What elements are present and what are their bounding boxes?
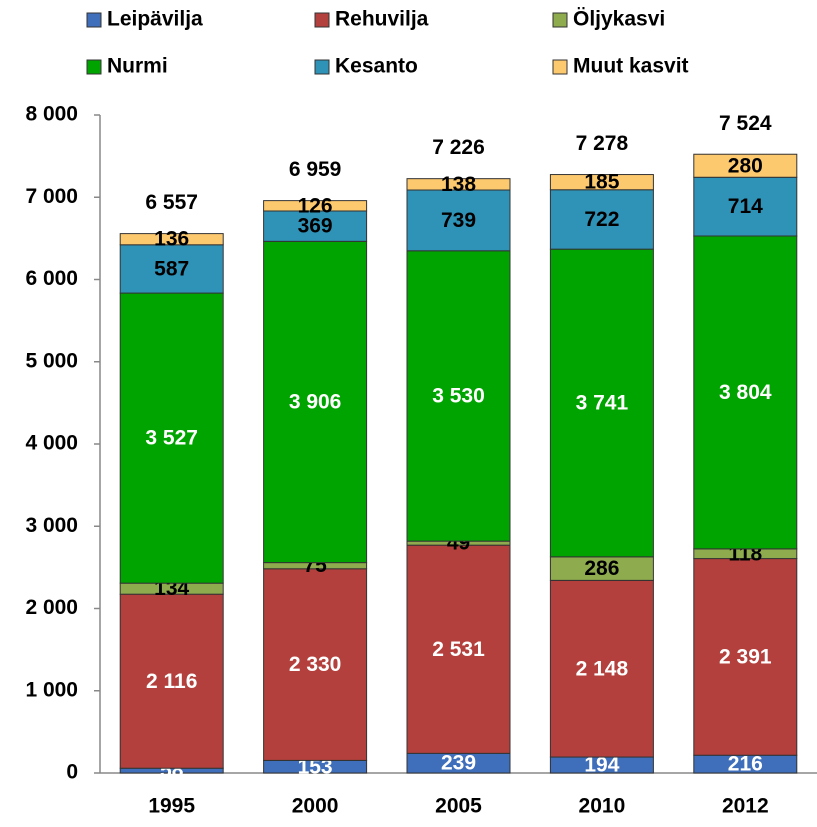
bar-segment: [263, 210, 368, 242]
data-label: 126: [298, 194, 333, 217]
data-label: 2 116: [146, 670, 197, 693]
data-label: 185: [584, 171, 619, 194]
data-label: 280: [728, 154, 763, 177]
bar-segment: [406, 178, 511, 191]
x-tick-label: 2012: [722, 795, 769, 818]
data-label: 2 148: [576, 657, 629, 680]
data-label: 722: [584, 208, 619, 231]
total-label: 7 524: [719, 112, 772, 135]
legend-swatch: [314, 12, 330, 28]
y-tick-label: 4 000: [25, 432, 78, 455]
y-tick-label: 3 000: [25, 514, 78, 537]
total-label: 6 959: [289, 158, 342, 181]
bar-segment: [263, 240, 368, 564]
data-label: 194: [584, 754, 619, 777]
data-label: 138: [441, 173, 476, 196]
legend-label: Nurmi: [107, 55, 168, 78]
legend-label: Kesanto: [335, 55, 418, 78]
data-label: 739: [441, 209, 476, 232]
y-tick-label: 5 000: [25, 349, 78, 372]
legend-swatch: [552, 12, 568, 28]
legend-swatch: [86, 12, 102, 28]
data-label: 2 330: [289, 653, 342, 676]
y-tick-label: 1 000: [25, 678, 78, 701]
data-label: 3 530: [432, 385, 485, 408]
legend-swatch: [552, 59, 568, 75]
y-tick-label: 8 000: [25, 103, 78, 126]
total-label: 6 557: [145, 191, 198, 214]
bar-segment: [263, 568, 368, 761]
legend-swatch: [86, 59, 102, 75]
y-tick-label: 7 000: [25, 185, 78, 208]
y-tick-label: 0: [66, 761, 78, 784]
bar-segment: [693, 176, 798, 237]
bar-segment: [406, 250, 511, 542]
data-label: 2 531: [432, 638, 485, 661]
legend-label: Rehuvilja: [335, 8, 429, 31]
legend-swatch: [314, 59, 330, 75]
x-tick-label: 2000: [292, 795, 339, 818]
data-label: 286: [584, 557, 619, 580]
data-label: 2 391: [719, 645, 772, 668]
data-label: 216: [728, 753, 763, 776]
bar-segment: [549, 189, 654, 250]
legend-label: Öljykasvi: [573, 8, 665, 31]
bar-segment: [693, 558, 798, 756]
legend-label: Leipävilja: [107, 8, 203, 31]
x-tick-label: 1995: [148, 795, 195, 818]
total-label: 7 278: [576, 132, 629, 155]
bar-segment: [406, 544, 511, 754]
x-tick-label: 2005: [435, 795, 482, 818]
bar-segment: [406, 189, 511, 252]
y-tick-label: 2 000: [25, 596, 78, 619]
legend-label: Muut kasvit: [573, 55, 689, 78]
total-label: 7 226: [432, 136, 485, 159]
y-tick-label: 6 000: [25, 267, 78, 290]
data-label: 369: [298, 215, 333, 238]
bar-segment: [549, 579, 654, 758]
bar-segment: [119, 244, 224, 294]
bar-segment: [119, 593, 224, 769]
data-label: 3 804: [719, 381, 772, 404]
bar-segment: [119, 292, 224, 584]
x-tick-label: 2010: [579, 795, 626, 818]
data-label: 3 741: [576, 392, 629, 415]
data-label: 714: [728, 195, 763, 218]
data-label: 153: [298, 755, 333, 778]
data-label: 239: [441, 752, 476, 775]
data-label: 136: [154, 228, 189, 251]
bar-segment: [549, 248, 654, 558]
bar-segment: [119, 233, 224, 246]
data-label: 587: [154, 257, 189, 280]
data-label: 3 906: [289, 391, 342, 414]
bar-segment: [549, 174, 654, 191]
data-label: 3 527: [145, 427, 198, 450]
bar-segment: [263, 200, 368, 212]
bar-segment: [693, 235, 798, 550]
bar-segment: [693, 153, 798, 178]
